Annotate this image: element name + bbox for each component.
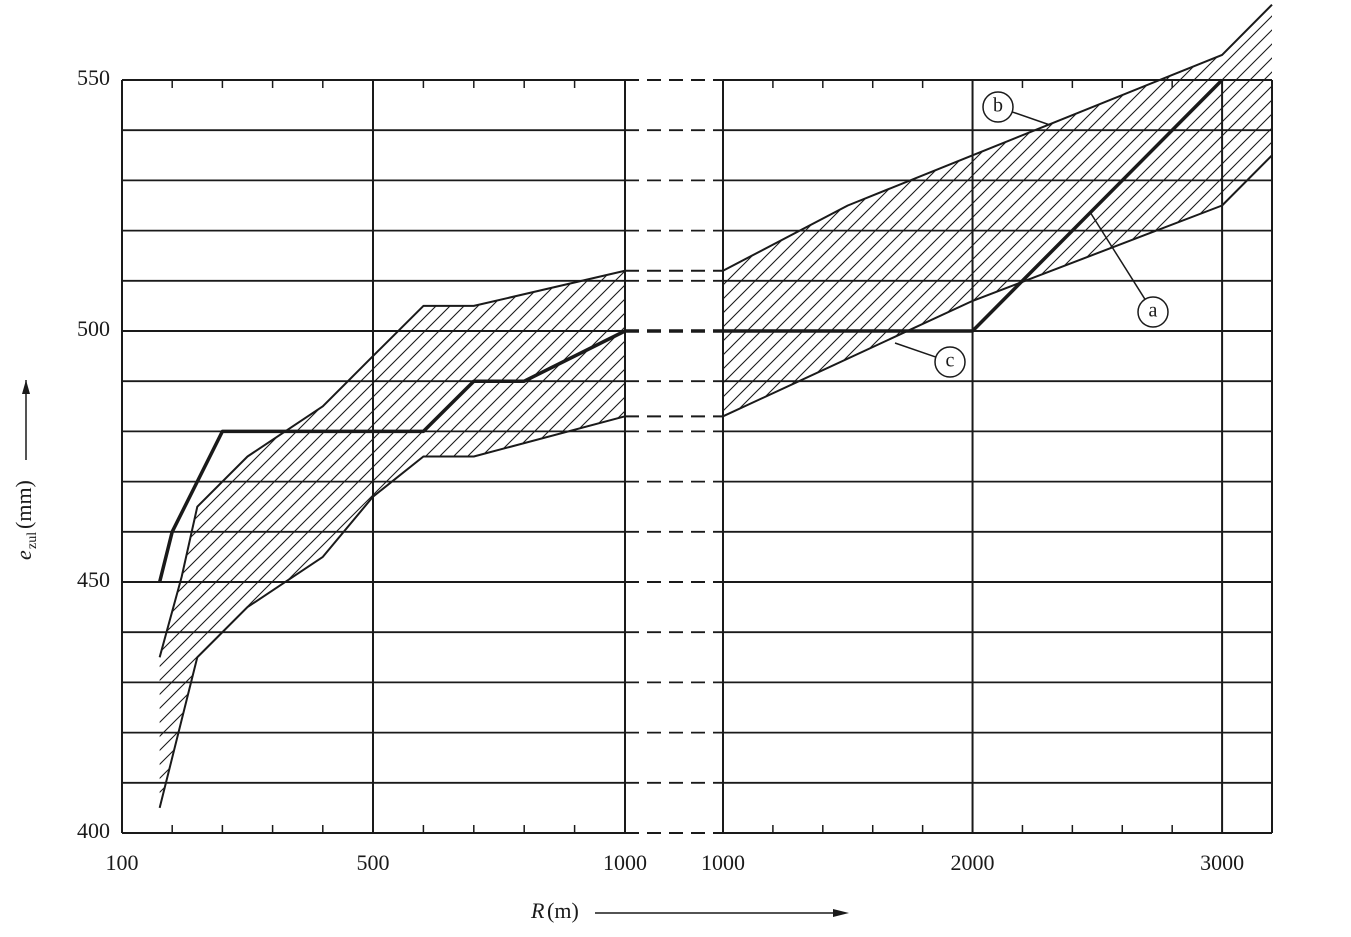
x-tick-label: 2000 bbox=[951, 850, 995, 875]
series-line bbox=[157, 329, 626, 583]
series-line bbox=[722, 3, 1273, 272]
series-line bbox=[722, 154, 1273, 418]
series-label: b bbox=[993, 95, 1003, 117]
y-tick-label: 500 bbox=[77, 316, 110, 341]
line-layer bbox=[157, 3, 1273, 809]
x-tick-label: 100 bbox=[106, 850, 139, 875]
x-arrow-head bbox=[833, 909, 849, 917]
hatch-band bbox=[723, 4, 1272, 417]
leader-line bbox=[1089, 211, 1146, 300]
x-label-symbol: R bbox=[530, 898, 545, 923]
x-tick-label: 500 bbox=[357, 850, 390, 875]
x-tick-label: 3000 bbox=[1200, 850, 1244, 875]
y-label-unit: (mm) bbox=[11, 480, 36, 529]
leader-line bbox=[1011, 111, 1051, 126]
series-label: c bbox=[946, 350, 955, 372]
hatch-band bbox=[159, 270, 625, 808]
y-label-symbol: e bbox=[11, 550, 36, 560]
series-line bbox=[723, 78, 1224, 333]
x-axis-label: R (m) bbox=[530, 898, 849, 923]
y-axis-label: e zul (mm) bbox=[11, 380, 40, 560]
x-label-unit: (m) bbox=[547, 898, 579, 923]
y-arrow-head bbox=[22, 380, 30, 394]
label-circle bbox=[982, 91, 1014, 123]
series-label: a bbox=[1149, 300, 1158, 322]
x-tick-label: 1000 bbox=[603, 850, 647, 875]
series-line bbox=[158, 269, 626, 658]
text-layer: 400 450 500 550 100 500 1000 1000 2000 3000 a b c bbox=[77, 65, 1244, 875]
leader-line bbox=[894, 342, 937, 358]
series-line bbox=[158, 415, 626, 809]
y-tick-label: 450 bbox=[77, 567, 110, 592]
grid-layer bbox=[121, 79, 1273, 834]
y-tick-label: 550 bbox=[77, 65, 110, 90]
label-circle bbox=[934, 346, 966, 378]
x-tick-label: 1000 bbox=[701, 850, 745, 875]
y-tick-label: 400 bbox=[77, 818, 110, 843]
y-label-subscript: zul bbox=[25, 532, 40, 549]
label-circle bbox=[1137, 296, 1169, 328]
hatch-layer bbox=[159, 4, 1272, 808]
